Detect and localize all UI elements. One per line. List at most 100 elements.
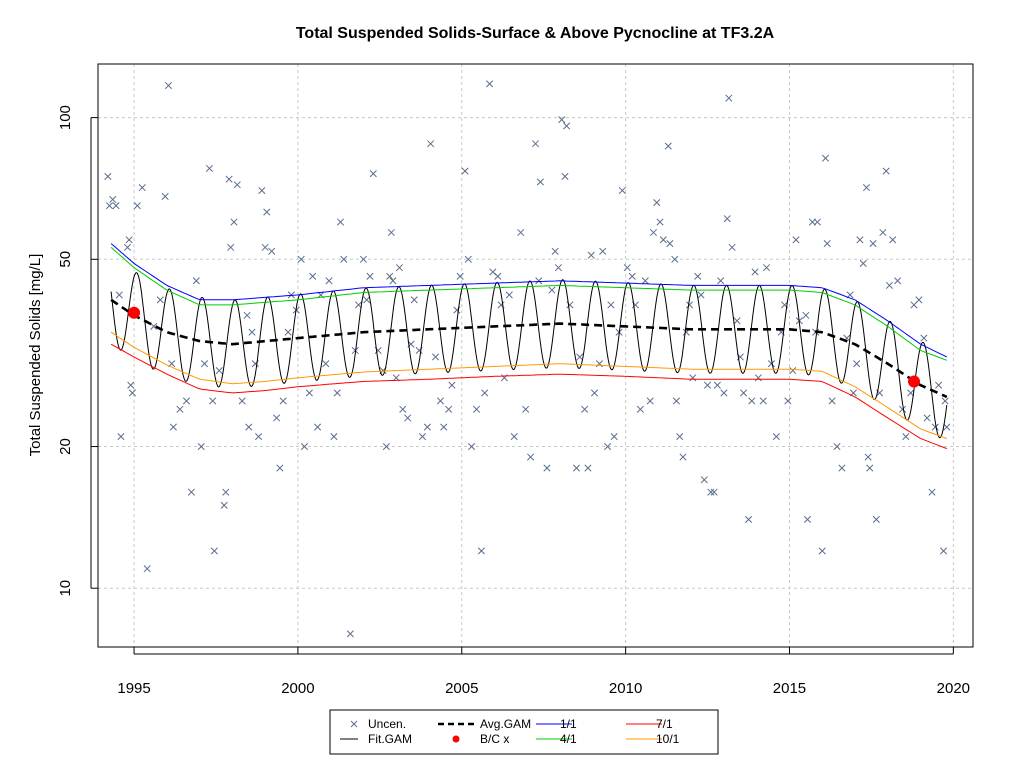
data-point-uncen bbox=[340, 255, 348, 263]
data-point-uncen bbox=[366, 272, 374, 280]
legend-label: Uncen. bbox=[368, 717, 406, 731]
data-point-uncen bbox=[931, 423, 939, 431]
x-tick-label: 2000 bbox=[281, 680, 314, 697]
data-point-uncen bbox=[268, 247, 276, 255]
legend-swatch-uncen bbox=[350, 720, 358, 728]
data-point-uncen bbox=[255, 433, 263, 441]
data-point-uncen bbox=[386, 272, 394, 280]
legend-label: 10/1 bbox=[656, 732, 680, 746]
data-point-uncen bbox=[505, 291, 513, 299]
data-point-uncen bbox=[772, 433, 780, 441]
data-point-uncen bbox=[869, 239, 877, 248]
data-point-uncen bbox=[325, 277, 333, 285]
data-point-uncen bbox=[604, 442, 612, 451]
data-point-uncen bbox=[220, 501, 228, 509]
data-point-uncen bbox=[864, 453, 872, 461]
legend-swatch-dot bbox=[452, 735, 460, 743]
data-point-uncen bbox=[599, 247, 607, 255]
data-point-uncen bbox=[527, 453, 535, 461]
data-point-uncen bbox=[856, 236, 864, 244]
data-point-uncen bbox=[720, 389, 728, 397]
legend-label: 7/1 bbox=[656, 717, 673, 731]
data-point-uncen bbox=[176, 405, 184, 413]
data-point-uncen bbox=[607, 301, 615, 309]
data-point-uncen bbox=[821, 154, 830, 162]
data-point-uncen bbox=[713, 381, 721, 389]
data-point-uncen bbox=[404, 414, 412, 422]
data-point-uncen bbox=[205, 164, 213, 172]
data-point-uncen bbox=[215, 367, 223, 375]
data-point-uncen bbox=[707, 488, 715, 496]
data-point-uncen bbox=[143, 565, 151, 573]
y-tick-label: 20 bbox=[57, 438, 74, 455]
data-point-uncen bbox=[646, 397, 654, 405]
data-point-uncen bbox=[725, 94, 733, 102]
data-point-uncen bbox=[866, 464, 874, 472]
data-point-uncen bbox=[330, 433, 338, 441]
data-point-uncen bbox=[697, 291, 705, 299]
data-point-uncen bbox=[928, 488, 936, 496]
series-avg-gam bbox=[110, 298, 948, 399]
data-point-uncen bbox=[943, 423, 951, 431]
legend-label: 4/1 bbox=[560, 732, 577, 746]
data-point-uncen bbox=[818, 547, 826, 555]
data-point-uncen bbox=[813, 218, 821, 226]
data-point-uncen bbox=[754, 374, 762, 382]
data-point-uncen bbox=[898, 405, 907, 413]
data-point-uncen bbox=[689, 374, 697, 382]
data-point-uncen bbox=[230, 218, 238, 226]
data-point-uncen bbox=[464, 255, 472, 263]
data-point-uncen bbox=[522, 405, 530, 413]
data-point-uncen bbox=[410, 296, 418, 304]
data-point-uncen bbox=[548, 286, 556, 294]
data-point-uncen bbox=[733, 317, 741, 325]
data-point-uncen bbox=[314, 423, 322, 431]
data-point-uncen bbox=[261, 243, 269, 251]
y-tick-label: 10 bbox=[57, 580, 74, 597]
data-point-uncen bbox=[395, 264, 404, 272]
data-point-uncen bbox=[666, 239, 674, 248]
y-axis-label: Total Suspended Solids [mg/L] bbox=[27, 254, 44, 457]
data-point-uncen bbox=[123, 243, 132, 251]
series-4-1 bbox=[110, 247, 947, 361]
data-point-uncen bbox=[387, 228, 395, 237]
data-point-uncen bbox=[610, 433, 618, 441]
y-tick-label: 100 bbox=[57, 105, 74, 130]
data-point-uncen bbox=[263, 208, 271, 216]
data-point-uncen bbox=[659, 236, 667, 244]
data-point-uncen bbox=[802, 311, 810, 319]
data-point-uncen bbox=[889, 236, 897, 244]
data-point-uncen bbox=[117, 433, 125, 441]
data-point-uncen bbox=[581, 405, 589, 413]
data-point-uncen bbox=[939, 547, 948, 555]
series-10-1 bbox=[110, 331, 947, 439]
data-point-uncen bbox=[853, 360, 861, 368]
data-point-uncen bbox=[915, 296, 923, 304]
grid bbox=[98, 64, 973, 647]
data-point-uncen bbox=[127, 381, 135, 389]
data-point-uncen bbox=[182, 397, 191, 405]
data-point-uncen bbox=[258, 186, 266, 195]
data-point-uncen bbox=[656, 218, 664, 226]
data-point-uncen bbox=[164, 81, 173, 90]
data-point-uncen bbox=[423, 423, 431, 431]
data-point-uncen bbox=[382, 442, 390, 451]
data-point-uncen bbox=[561, 172, 569, 180]
data-point-uncen bbox=[676, 433, 684, 441]
data-point-uncen bbox=[653, 198, 661, 207]
data-point-uncen bbox=[558, 116, 566, 124]
data-point-uncen bbox=[723, 215, 731, 223]
data-point-uncen bbox=[536, 178, 544, 186]
data-point-uncen bbox=[125, 236, 133, 244]
data-point-uncen bbox=[554, 264, 562, 272]
data-point-uncen bbox=[628, 272, 636, 280]
data-point-uncen bbox=[649, 228, 658, 237]
data-point-uncen bbox=[838, 464, 846, 472]
data-point-uncen bbox=[882, 167, 890, 175]
x-tick-label: 2020 bbox=[937, 680, 970, 697]
legend-label: Fit.GAM bbox=[368, 732, 412, 746]
data-point-uncen bbox=[792, 236, 800, 244]
data-point-uncen bbox=[133, 202, 141, 210]
data-point-uncen bbox=[935, 381, 943, 389]
